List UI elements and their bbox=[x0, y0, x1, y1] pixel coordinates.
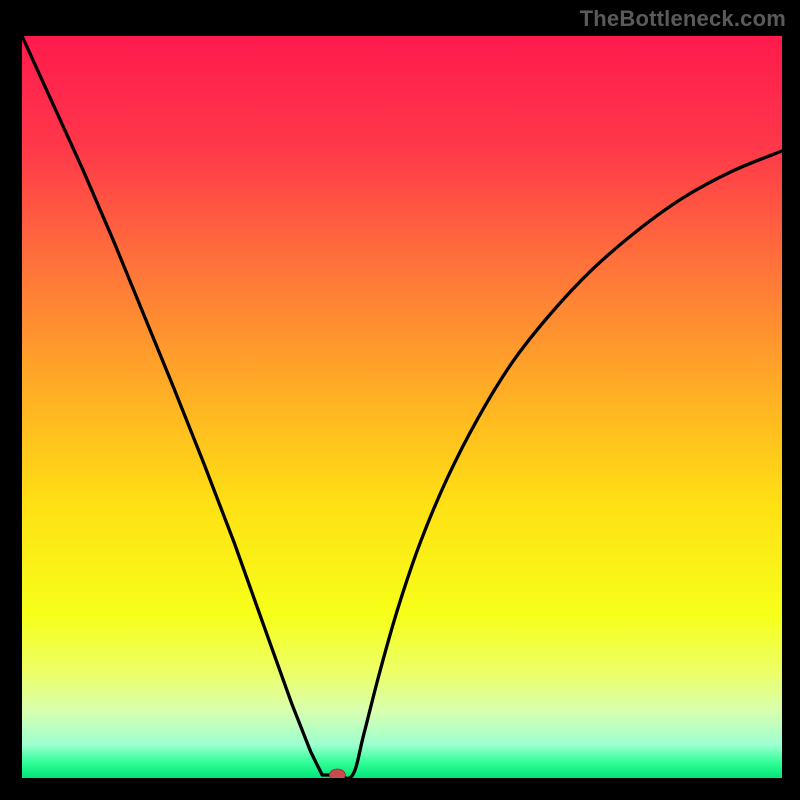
plot-area bbox=[22, 36, 782, 778]
gradient-background bbox=[22, 36, 782, 778]
bottleneck-marker bbox=[329, 769, 345, 778]
watermark-text: TheBottleneck.com bbox=[580, 6, 786, 32]
chart-frame: TheBottleneck.com bbox=[0, 0, 800, 800]
